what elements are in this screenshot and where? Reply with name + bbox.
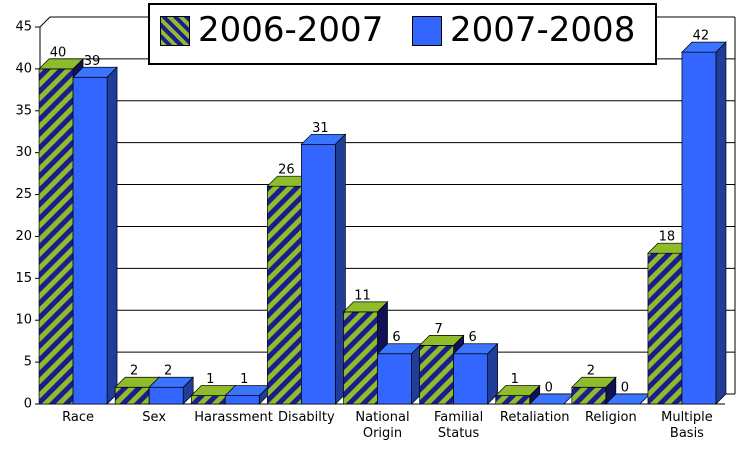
y-tick-label: 20: [15, 229, 32, 244]
y-tick-label: 5: [24, 355, 32, 370]
bar-side: [715, 41, 727, 405]
bar-front: [38, 68, 74, 405]
bar-top: [681, 41, 727, 53]
bar-front: [190, 395, 226, 405]
bar-front: [114, 386, 150, 405]
grid-line: [39, 267, 735, 279]
bar-front: [377, 353, 412, 405]
bar-front: [419, 345, 454, 405]
y-tick-label: 45: [15, 20, 32, 35]
value-label: 1: [240, 372, 248, 387]
bar-front: [453, 353, 488, 405]
value-label: 26: [278, 163, 295, 178]
legend-label: 2006-2007: [198, 10, 384, 50]
bar-front: [571, 386, 607, 405]
y-tick-label: 10: [15, 313, 32, 328]
bar-front: [72, 76, 108, 405]
y-tick-label: 30: [15, 145, 32, 160]
bar-top: [342, 301, 389, 313]
bar: [681, 41, 727, 405]
legend-swatch: [160, 16, 190, 46]
grid-line: [39, 184, 735, 195]
x-tick-label: Religion: [584, 410, 637, 425]
y-tick-label: 35: [15, 103, 32, 118]
y-tick-label: 0: [24, 397, 32, 412]
legend: [148, 3, 657, 65]
bar: [300, 133, 347, 405]
bar-top: [494, 385, 541, 396]
grid-line: [39, 100, 735, 112]
x-tick-label: Harassment: [194, 410, 273, 425]
bar-top: [38, 58, 84, 70]
y-tick-label: 15: [15, 271, 32, 286]
value-label: 18: [659, 230, 676, 245]
bar-front: [267, 185, 302, 405]
bar: [376, 342, 423, 405]
value-label: 0: [545, 381, 553, 396]
bar-top: [300, 133, 347, 145]
bar-top: [418, 335, 465, 346]
y-tick-label: 40: [15, 61, 32, 76]
value-label: 11: [354, 288, 371, 303]
legend-swatch: [412, 16, 442, 46]
value-label: 6: [468, 330, 476, 345]
value-label: 2: [130, 364, 138, 379]
bar-top: [570, 376, 617, 388]
bar-top: [452, 343, 499, 355]
x-tick-label: Disabilty: [278, 410, 335, 425]
x-tick-label: Familial Status: [433, 410, 484, 441]
grid-line: [39, 225, 735, 237]
bar: [494, 384, 541, 405]
bar: [570, 376, 617, 405]
value-label: 6: [392, 330, 400, 345]
bar-front: [224, 395, 260, 405]
x-tick-label: Retaliation: [499, 410, 570, 425]
value-label: 39: [84, 54, 101, 69]
value-label: 2: [164, 364, 172, 379]
y-tick-label: 25: [15, 187, 32, 202]
bar-side: [106, 66, 118, 405]
bar-top: [72, 66, 118, 78]
bar: [148, 376, 195, 405]
value-label: 1: [206, 372, 214, 387]
value-label: 0: [621, 381, 629, 396]
bar-top: [148, 376, 195, 388]
value-label: 7: [434, 322, 442, 337]
x-tick-label: National Origin: [355, 410, 410, 441]
bar-front: [681, 51, 717, 405]
bar-front: [148, 386, 184, 405]
value-label: 1: [511, 372, 519, 387]
value-label: 42: [693, 29, 710, 44]
x-tick-label: Race: [62, 410, 94, 425]
value-label: 40: [50, 45, 67, 60]
bar-front: [495, 395, 531, 405]
bar: [72, 66, 118, 405]
bar-front: [301, 143, 336, 405]
bar-front: [647, 252, 683, 405]
bar: [452, 342, 499, 405]
x-tick-label: Sex: [142, 410, 167, 425]
value-label: 2: [587, 364, 595, 379]
legend-label: 2007-2008: [450, 10, 636, 50]
bar-front: [343, 311, 378, 405]
value-label: 31: [312, 121, 329, 136]
x-tick-label: Multiple Basis: [661, 410, 713, 441]
grid-line: [39, 142, 735, 154]
